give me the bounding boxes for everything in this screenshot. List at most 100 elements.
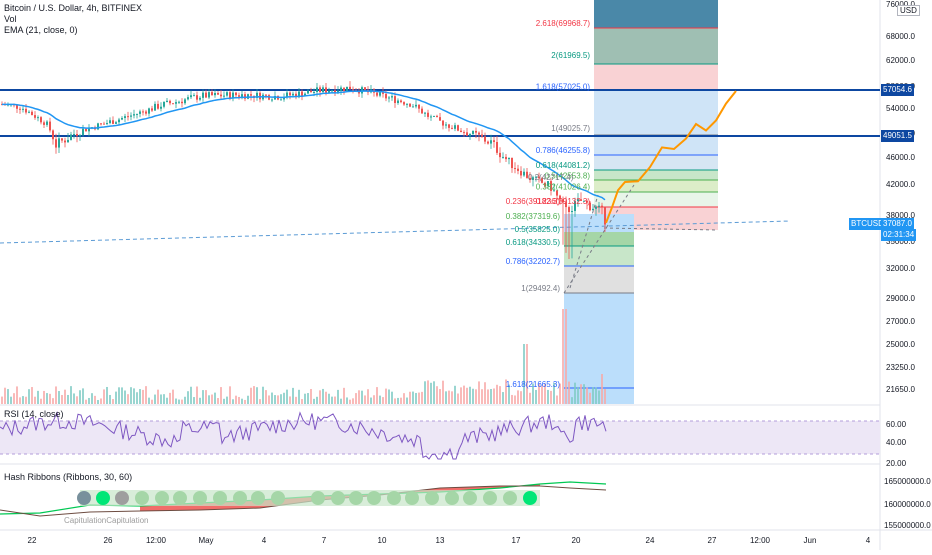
candle-body — [271, 99, 273, 101]
candle-body — [286, 92, 288, 98]
candle-body — [568, 207, 570, 213]
candle-body — [115, 122, 117, 124]
volume-bar — [16, 386, 18, 404]
projection-path[interactable] — [605, 90, 737, 224]
volume-bar — [499, 386, 501, 404]
volume-bar — [46, 393, 48, 404]
candle-body — [79, 134, 81, 136]
candle-body — [19, 108, 21, 110]
volume-bar — [121, 387, 123, 404]
candle-body — [493, 140, 495, 142]
volume-bar — [439, 389, 441, 404]
fib-ret-band-0786 — [564, 246, 634, 266]
volume-bar — [448, 390, 450, 404]
candle-body — [193, 95, 195, 97]
candle-body — [562, 199, 564, 203]
symbol-title: Bitcoin / U.S. Dollar, 4h, BITFINEX — [4, 3, 143, 13]
volume-bar — [199, 397, 201, 404]
candle-body — [307, 90, 309, 94]
time-tick: 10 — [378, 536, 387, 545]
volume-bar — [388, 389, 390, 404]
volume-bar — [67, 394, 69, 404]
volume-bar — [298, 389, 300, 404]
fib-ret-label: 1(29492.4) — [521, 284, 560, 293]
currency-badge[interactable]: USD — [897, 5, 920, 16]
hash-ribbons-legend[interactable]: Hash Ribbons (Ribbons, 30, 60) — [4, 472, 133, 482]
volume-bar — [37, 390, 39, 404]
candle-body — [514, 168, 516, 170]
candle-body — [151, 108, 153, 111]
candle-body — [202, 92, 204, 98]
volume-bar — [55, 386, 57, 404]
volume-bar — [352, 398, 354, 404]
volume-bar — [517, 390, 519, 404]
candle-body — [565, 202, 567, 208]
volume-bar — [274, 395, 276, 404]
candle-body — [265, 94, 267, 96]
symbol-legend[interactable]: Bitcoin / U.S. Dollar, 4h, BITFINEX Vol … — [4, 3, 142, 36]
candle-body — [235, 92, 237, 96]
candle-body — [196, 95, 198, 100]
volume-bar — [145, 386, 147, 404]
volume-bar — [70, 386, 72, 404]
candle-body — [397, 100, 399, 104]
fib-band-0786 — [594, 155, 718, 170]
candle-body — [571, 211, 573, 213]
candle-body — [601, 205, 603, 208]
target-zone-pink[interactable] — [594, 64, 718, 90]
candle-body — [415, 104, 417, 107]
candle-body — [544, 182, 546, 186]
candle-body — [589, 202, 591, 211]
volume-bar — [100, 398, 102, 404]
volume-bar — [214, 392, 216, 404]
candle-body — [25, 108, 27, 113]
time-tick: 27 — [708, 536, 717, 545]
ema-line[interactable] — [2, 90, 606, 201]
volume-bar — [139, 389, 141, 404]
rsi-tick-60: 60.00 — [886, 420, 907, 429]
volume-bar — [493, 388, 495, 404]
volume-bar — [310, 388, 312, 404]
price-candles[interactable] — [1, 81, 606, 260]
candle-body — [139, 111, 141, 114]
fib-ext-label: 0.382(41026.4) — [536, 183, 591, 192]
volume-bar — [73, 393, 75, 404]
candle-body — [142, 111, 144, 113]
dashed-trendline[interactable] — [0, 220, 791, 244]
volume-bar — [337, 389, 339, 404]
hr-tick-1: 165000000.0 — [884, 477, 931, 486]
volume-bar — [391, 391, 393, 404]
volume-bar — [130, 387, 132, 404]
volume-bar — [397, 397, 399, 404]
volume-bar — [601, 374, 603, 404]
candle-body — [16, 104, 18, 109]
volume-bar — [22, 396, 24, 404]
hash-ribbons-dot — [193, 491, 207, 505]
volume-bar — [550, 390, 552, 404]
candle-body — [289, 92, 291, 96]
candle-body — [586, 200, 588, 203]
volume-bar — [313, 398, 315, 404]
candle-body — [523, 171, 525, 176]
rsi-legend[interactable]: RSI (14, close) — [4, 409, 64, 419]
volume-bar — [13, 393, 15, 404]
candle-body — [163, 102, 165, 107]
volume-bar — [166, 397, 168, 404]
candle-body — [76, 133, 78, 136]
volume-bar — [562, 309, 564, 404]
volume-bar — [568, 381, 570, 404]
candle-body — [154, 103, 156, 111]
volume-bar — [529, 392, 531, 404]
rsi-line[interactable] — [0, 410, 607, 460]
volume-bar — [427, 380, 429, 404]
candle-body — [184, 99, 186, 104]
candle-body — [550, 181, 552, 191]
volume-bar — [589, 392, 591, 404]
candle-body — [205, 92, 207, 98]
candle-body — [85, 128, 87, 132]
candle-body — [559, 195, 561, 200]
candle-body — [175, 102, 177, 104]
candle-body — [43, 122, 45, 125]
time-tick: 26 — [104, 536, 113, 545]
